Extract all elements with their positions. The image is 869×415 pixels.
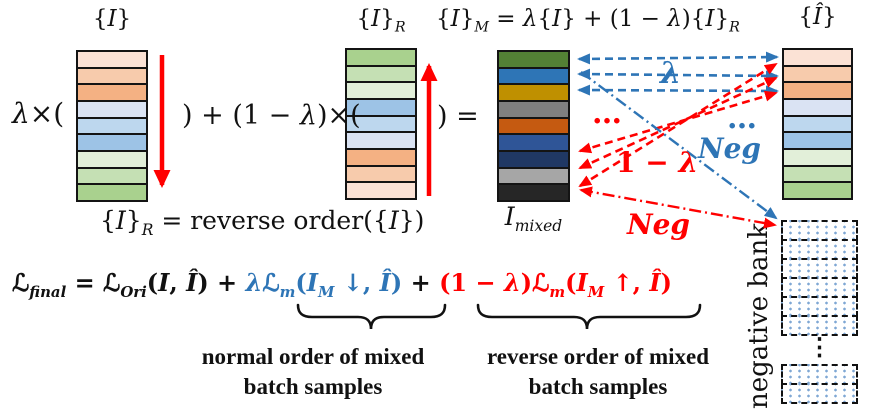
negative-bank-box — [781, 258, 858, 279]
negative-bank-label: negative bank — [744, 222, 774, 410]
lambda-arrow-label: λ — [660, 56, 682, 91]
negative-bank-upper-boxes — [781, 220, 858, 336]
stack-row — [497, 183, 570, 203]
loss-normal-order-term: λℒm(IM ↓, Î) — [245, 268, 403, 301]
mixed-stack-label: Imixed — [504, 202, 563, 235]
reversed-batch-stack — [345, 48, 417, 201]
normal-order-underbrace — [296, 303, 447, 330]
reverse-order-definition: {I}R = reverse order({I}) — [100, 206, 425, 239]
ellipsis-blue: … — [727, 101, 758, 136]
underbraces — [296, 303, 702, 330]
batch-stack-title: {I} — [92, 6, 132, 32]
lambda-times-operator: λ×( — [12, 97, 65, 130]
normal-order-caption-line1: normal order of mixed — [201, 344, 425, 369]
mixed-batch-stack — [497, 50, 570, 203]
batch-stack — [76, 50, 148, 203]
mix-definition-equation: {I}M = λ{I} + (1 − λ){I}R — [436, 6, 740, 36]
normal-order-caption: normal order of mixed batch samples — [153, 342, 473, 402]
negative-bank-box — [781, 383, 858, 404]
negative-bank-ellipsis: ⋮ — [807, 332, 832, 361]
reverse-order-caption-line1: reverse order of mixed — [486, 344, 710, 369]
reverse-order-caption: reverse order of mixed batch samples — [438, 342, 758, 402]
negative-bank-box — [781, 296, 858, 317]
stack-row — [782, 181, 853, 201]
stack-row — [345, 181, 417, 201]
reverse-order-caption-line2: batch samples — [528, 374, 668, 399]
neg-red-label: Neg — [627, 208, 690, 241]
reversed-stack-title: {I}R — [356, 6, 406, 36]
ellipsis-red: … — [592, 96, 623, 131]
reconstructed-batch-stack — [782, 48, 853, 201]
negative-bank-box — [781, 277, 858, 298]
loss-reverse-order-term: (1 − λ)ℒm(IM ↑, Î) — [439, 268, 672, 301]
loss-original-term: ℒfinal = ℒOri(I, Î) + — [12, 268, 246, 301]
plus-one-minus-lambda-operator: ) + (1 − λ)×( — [182, 100, 361, 131]
negative-bank-box — [781, 239, 858, 260]
final-loss-equation: ℒfinal = ℒOri(I, Î) + λℒm(IM ↓, Î) + (1 … — [12, 268, 672, 301]
negative-bank-box — [781, 220, 858, 241]
one-minus-lambda-arrow-label: 1 − λ — [616, 146, 699, 179]
equals-operator: ) = — [437, 101, 479, 132]
reconstructed-stack-title: {Î} — [798, 4, 837, 30]
negative-bank-box — [781, 364, 858, 385]
negative-bank-lower-boxes — [781, 364, 858, 404]
normal-order-caption-line2: batch samples — [243, 374, 383, 399]
stack-row — [76, 183, 148, 203]
reverse-order-underbrace — [476, 303, 702, 330]
negative-bank-box — [781, 315, 858, 336]
loss-plus-sign: + — [402, 268, 440, 297]
neg-blue-label: Neg — [698, 132, 761, 165]
